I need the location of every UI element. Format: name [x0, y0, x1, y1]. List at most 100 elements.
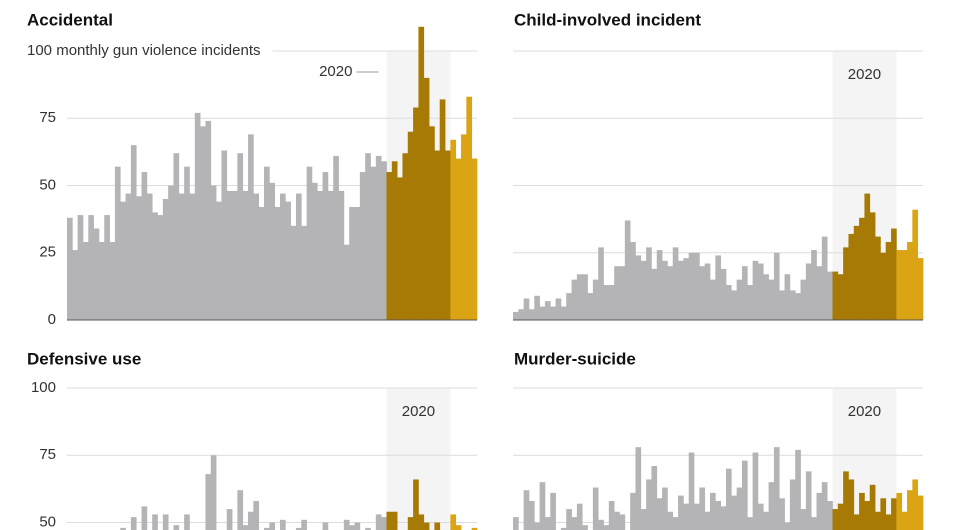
bar [375, 514, 382, 530]
bar [901, 250, 908, 320]
bar [434, 150, 441, 320]
bar [162, 198, 169, 320]
bar [77, 215, 84, 320]
bar [571, 517, 578, 530]
bar [104, 215, 110, 320]
bar [789, 479, 796, 530]
bar [635, 255, 642, 320]
bar [455, 158, 462, 320]
bar [423, 77, 430, 321]
bar [592, 279, 599, 320]
bar [555, 298, 562, 320]
bar [566, 293, 572, 320]
bar [752, 452, 759, 530]
bar [731, 495, 737, 530]
bar [560, 527, 567, 530]
bar [338, 190, 345, 320]
bar [306, 166, 313, 320]
bar [896, 492, 903, 530]
bar [333, 155, 339, 320]
bar [285, 201, 291, 320]
bar [741, 266, 748, 320]
bar [571, 279, 578, 320]
bar [450, 514, 457, 530]
bar [725, 285, 732, 320]
bar [683, 258, 690, 320]
bar [763, 274, 769, 320]
bar [413, 479, 419, 530]
bar [513, 517, 519, 530]
bar [912, 479, 919, 530]
bar [667, 511, 674, 530]
annotation: 2020 [848, 403, 881, 420]
bar [896, 250, 903, 320]
bar [450, 139, 457, 320]
bar [619, 266, 626, 320]
bar [125, 193, 132, 320]
bar [178, 193, 185, 320]
bar [445, 150, 451, 320]
bar [513, 311, 519, 320]
bar [725, 468, 732, 530]
bar [592, 487, 599, 530]
bar [843, 247, 849, 320]
bar [603, 285, 610, 320]
bar [720, 268, 727, 320]
bar [434, 522, 441, 530]
bar [544, 517, 551, 530]
annotation: 2020 [848, 66, 881, 83]
bar [114, 166, 121, 320]
bar [322, 172, 329, 320]
chart-title: Defensive use [27, 349, 141, 368]
y-tick-label: 75 [39, 446, 56, 463]
bar [279, 519, 286, 530]
annotation: 2020 [402, 403, 435, 420]
bar [544, 301, 551, 320]
bar [130, 145, 137, 320]
bar [295, 193, 302, 320]
bar [429, 126, 435, 320]
bar [253, 500, 260, 530]
bar [210, 185, 217, 320]
bar [832, 271, 839, 320]
bar [672, 517, 679, 530]
bar [704, 511, 711, 530]
bar [885, 514, 892, 530]
y-tick-label: 50 [39, 513, 56, 530]
bar [582, 525, 588, 530]
bar [811, 250, 817, 320]
bar [184, 166, 190, 320]
bar [343, 244, 350, 320]
bar [880, 498, 887, 530]
bar [354, 522, 361, 530]
bar [757, 503, 764, 530]
bar [242, 525, 249, 530]
bar [662, 487, 668, 530]
bar [381, 517, 387, 530]
bar [694, 503, 700, 530]
bar [741, 460, 748, 530]
bar [598, 519, 604, 530]
bar [88, 215, 94, 320]
bar [534, 522, 540, 530]
bar [683, 503, 690, 530]
bar [402, 153, 409, 320]
bar [779, 498, 785, 530]
bar [646, 479, 652, 530]
bar [891, 498, 897, 530]
bar [656, 250, 663, 320]
bar [848, 479, 855, 530]
bar [859, 492, 865, 530]
y-tick-label: 0 [48, 311, 56, 328]
bar [205, 474, 212, 530]
bar [821, 482, 828, 530]
bar [672, 247, 679, 320]
bar [875, 511, 881, 530]
bar [274, 207, 281, 320]
bar [853, 225, 860, 320]
bar [651, 466, 658, 530]
bar [200, 126, 206, 320]
bar [173, 525, 180, 530]
bar [216, 201, 222, 320]
